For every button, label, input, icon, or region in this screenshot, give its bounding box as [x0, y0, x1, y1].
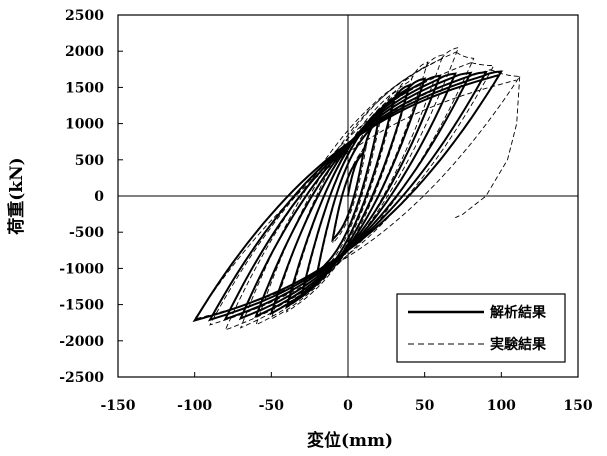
unloading-tail: [455, 76, 521, 219]
y-tick-label: 2500: [65, 8, 104, 24]
legend: 解析結果 実験結果: [396, 293, 566, 363]
y-tick-label: -1500: [59, 298, 104, 314]
y-tick-label: -2000: [59, 334, 104, 350]
y-tick-label: 500: [75, 153, 104, 169]
hysteresis-loop: [193, 69, 521, 320]
hysteresis-loop: [316, 111, 383, 277]
x-axis-title: 変位(mm): [307, 430, 393, 451]
series-layer: [192, 47, 521, 331]
legend-box: [396, 293, 566, 363]
y-tick-label: -1000: [59, 261, 104, 277]
y-axis-ticks: 2500 2000 1500 1000 500 0 -500 -1000 -1500 -2000 -…: [59, 8, 123, 386]
hysteresis-loop: [270, 61, 429, 321]
x-tick-label: 50: [415, 398, 435, 414]
y-tick-label: -500: [69, 225, 104, 241]
hysteresis-loop: [209, 62, 495, 326]
hysteresis-loop: [285, 75, 414, 313]
hysteresis-loop: [239, 47, 460, 329]
legend-label-analysis: 解析結果: [490, 304, 547, 321]
y-axis-title: 荷重(kN): [6, 157, 27, 234]
x-tick-label: -50: [259, 398, 285, 414]
x-axis-ticks: -150 -100 -50 0 50 100 150: [100, 372, 593, 414]
series-experiment: [193, 47, 521, 331]
hysteresis-loop: [332, 143, 368, 245]
y-tick-label: 1500: [65, 80, 104, 96]
x-tick-label: -150: [100, 398, 135, 414]
legend-label-experiment: 実験結果: [490, 336, 547, 353]
x-tick-label: 0: [343, 398, 353, 414]
x-tick-label: -100: [177, 398, 212, 414]
hysteresis-loop: [224, 51, 475, 331]
y-tick-label: 1000: [65, 117, 104, 133]
x-tick-label: 100: [487, 398, 516, 414]
x-tick-label: 150: [563, 398, 592, 414]
y-tick-label: 0: [94, 189, 104, 205]
y-tick-label: -2500: [59, 370, 104, 386]
hysteresis-loop: [331, 149, 365, 243]
hysteresis-loop: [301, 90, 398, 299]
plot-area: [117, 14, 579, 378]
hysteresis-loop: [255, 54, 444, 326]
y-tick-label: 2000: [65, 44, 104, 60]
